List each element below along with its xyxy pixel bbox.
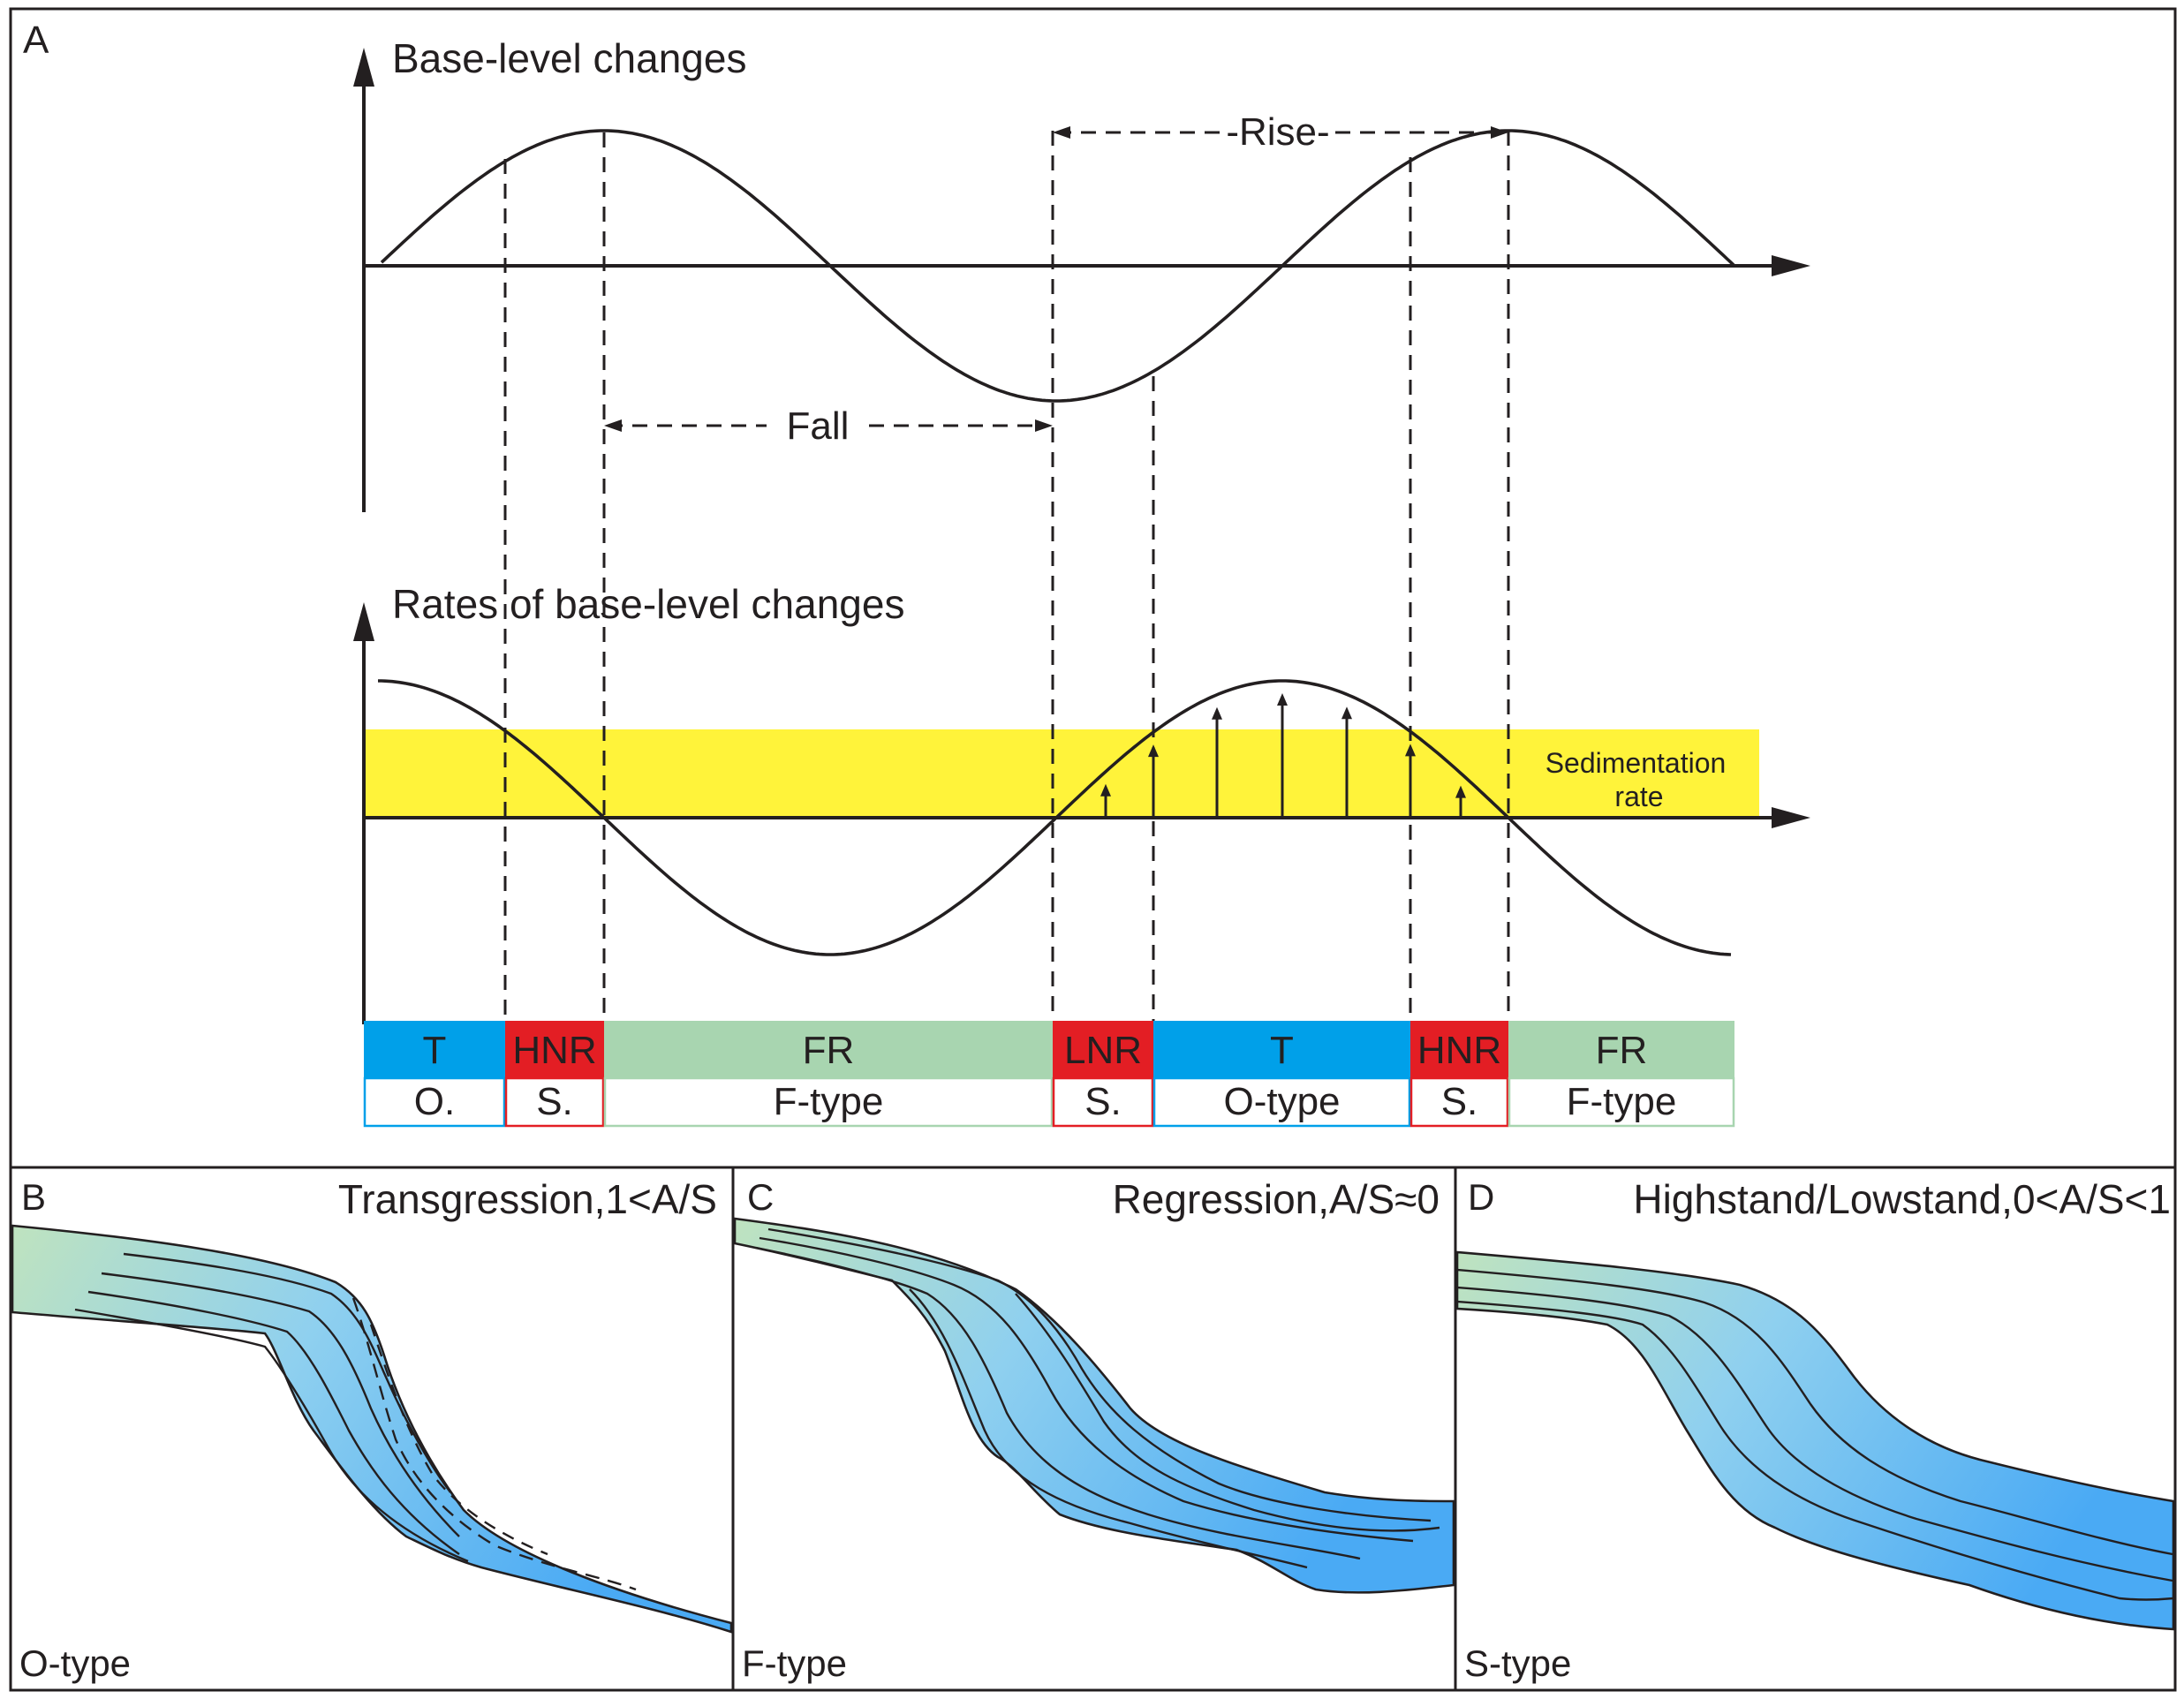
type-cell-6 — [1409, 1076, 1509, 1128]
tract-label-5: T — [1270, 1029, 1294, 1072]
panel-a: A Sedimentation rate Base-level changes … — [9, 7, 2177, 1169]
top-x-axis-arrow-icon — [1772, 255, 1810, 276]
bottom-graph-title: Rates of base-level changes — [392, 581, 904, 627]
systems-tract-bar: T HNR FR LNR T HNR FR — [364, 1021, 1734, 1078]
tract-cell-2 — [505, 1021, 604, 1078]
rate-curve — [378, 679, 1732, 956]
rate-arrow-head-icon-1 — [1100, 783, 1111, 797]
type-cell-3 — [603, 1076, 1054, 1128]
panel-a-letter: A — [23, 19, 49, 62]
rate-arrow-head-icon-7 — [1455, 785, 1466, 798]
panel-a-frame — [9, 7, 2177, 1169]
f-layer-5 — [1015, 1293, 1440, 1532]
tract-label-6: HNR — [1417, 1029, 1501, 1072]
o-layer-3 — [87, 1290, 460, 1555]
bottom-y-axis-arrow-icon — [353, 602, 374, 641]
f-layer-4 — [909, 1288, 1308, 1569]
panel-d-title: Highstand/Lowstand,0<A/S<1 — [1633, 1176, 2171, 1222]
tract-label-3: FR — [803, 1029, 855, 1072]
rate-arrow-head-icon-2 — [1148, 744, 1159, 758]
type-label-6: S. — [1441, 1080, 1478, 1123]
top-y-axis-arrow-icon — [353, 48, 374, 87]
fall-arrow-right-icon — [1035, 419, 1053, 432]
sedimentation-band — [364, 729, 1759, 818]
tract-label-4: LNR — [1064, 1029, 1142, 1072]
s-type-sediment-body — [1455, 1250, 2175, 1631]
tract-label-1: T — [423, 1029, 447, 1072]
f-layer-2 — [759, 1236, 1414, 1543]
panel-b: B Transgression,1<A/S O-type — [9, 1166, 735, 1692]
sedimentation-label-line1: Sedimentation — [1545, 747, 1727, 779]
tract-cell-3 — [604, 1021, 1053, 1078]
panel-c: C Regression,A/S≈0 F-type — [731, 1166, 1457, 1692]
panel-b-letter: B — [21, 1176, 46, 1218]
rate-arrow-head-icon-4 — [1277, 693, 1288, 706]
type-label-1: O. — [414, 1080, 455, 1123]
type-cell-4 — [1052, 1076, 1154, 1128]
type-label-7: F-type — [1567, 1080, 1677, 1123]
panel-d-type-label: S-type — [1464, 1642, 1571, 1684]
rate-arrow-head-icon-5 — [1341, 706, 1352, 720]
panel-c-type-label: F-type — [742, 1642, 847, 1684]
s-type-internal-layers — [1456, 1268, 2174, 1601]
tract-cell-6 — [1410, 1021, 1508, 1078]
type-label-4: S. — [1084, 1080, 1122, 1123]
type-cell-2 — [504, 1076, 605, 1128]
top-graph-title: Base-level changes — [392, 35, 746, 81]
s-layer-3 — [1456, 1300, 2174, 1601]
o-dashed-layer-1 — [351, 1297, 637, 1591]
fall-arrow-left-icon — [604, 419, 622, 432]
s-layer-2 — [1456, 1286, 2173, 1582]
rate-arrows — [1100, 693, 1466, 818]
tract-cell-4 — [1053, 1021, 1153, 1078]
rise-label: -Rise- — [1226, 110, 1329, 154]
panel-d-frame — [1454, 1166, 2177, 1692]
s-layer-1 — [1456, 1268, 2173, 1556]
type-label-5: O-type — [1223, 1080, 1340, 1123]
f-layer-3 — [755, 1246, 1361, 1560]
tract-label-7: FR — [1596, 1029, 1648, 1072]
rise-arrow-left-icon — [1053, 126, 1070, 139]
tract-cell-5 — [1153, 1021, 1410, 1078]
panel-b-type-label: O-type — [19, 1642, 131, 1684]
fall-label: Fall — [787, 404, 850, 448]
sedimentation-label-line2: rate — [1614, 781, 1663, 812]
panel-d-letter: D — [1468, 1176, 1494, 1218]
tract-cell-1 — [364, 1021, 505, 1078]
type-label-2: S. — [536, 1080, 573, 1123]
o-layer-4 — [74, 1308, 469, 1563]
panel-b-title: Transgression,1<A/S — [338, 1176, 717, 1222]
panel-c-title: Regression,A/S≈0 — [1113, 1176, 1440, 1222]
rate-arrow-head-icon-6 — [1405, 744, 1416, 757]
type-cell-7 — [1508, 1076, 1735, 1128]
o-layer-1 — [123, 1252, 451, 1493]
o-type-sediment-body — [11, 1224, 733, 1634]
f-type-internal-layers — [755, 1227, 1440, 1569]
type-label-3: F-type — [774, 1080, 884, 1123]
type-cell-1 — [363, 1076, 506, 1128]
panel-d: D Highstand/Lowstand,0<A/S<1 S-type — [1454, 1166, 2177, 1692]
o-dashed-layer-2 — [369, 1324, 548, 1556]
trajectory-type-bar: O. S. F-type S. O-type S. F-type — [363, 1076, 1735, 1128]
f-layer-1 — [767, 1227, 1432, 1522]
o-layer-2 — [101, 1272, 460, 1537]
bottom-x-axis-arrow-icon — [1772, 807, 1810, 828]
rate-arrow-head-icon-3 — [1212, 706, 1222, 720]
type-cell-5 — [1152, 1076, 1411, 1128]
rise-arrow-right-icon — [1491, 126, 1508, 139]
tract-cell-7 — [1508, 1021, 1734, 1078]
panel-c-letter: C — [747, 1176, 774, 1218]
tract-label-2: HNR — [512, 1029, 596, 1072]
o-type-internal-layers — [74, 1252, 637, 1591]
